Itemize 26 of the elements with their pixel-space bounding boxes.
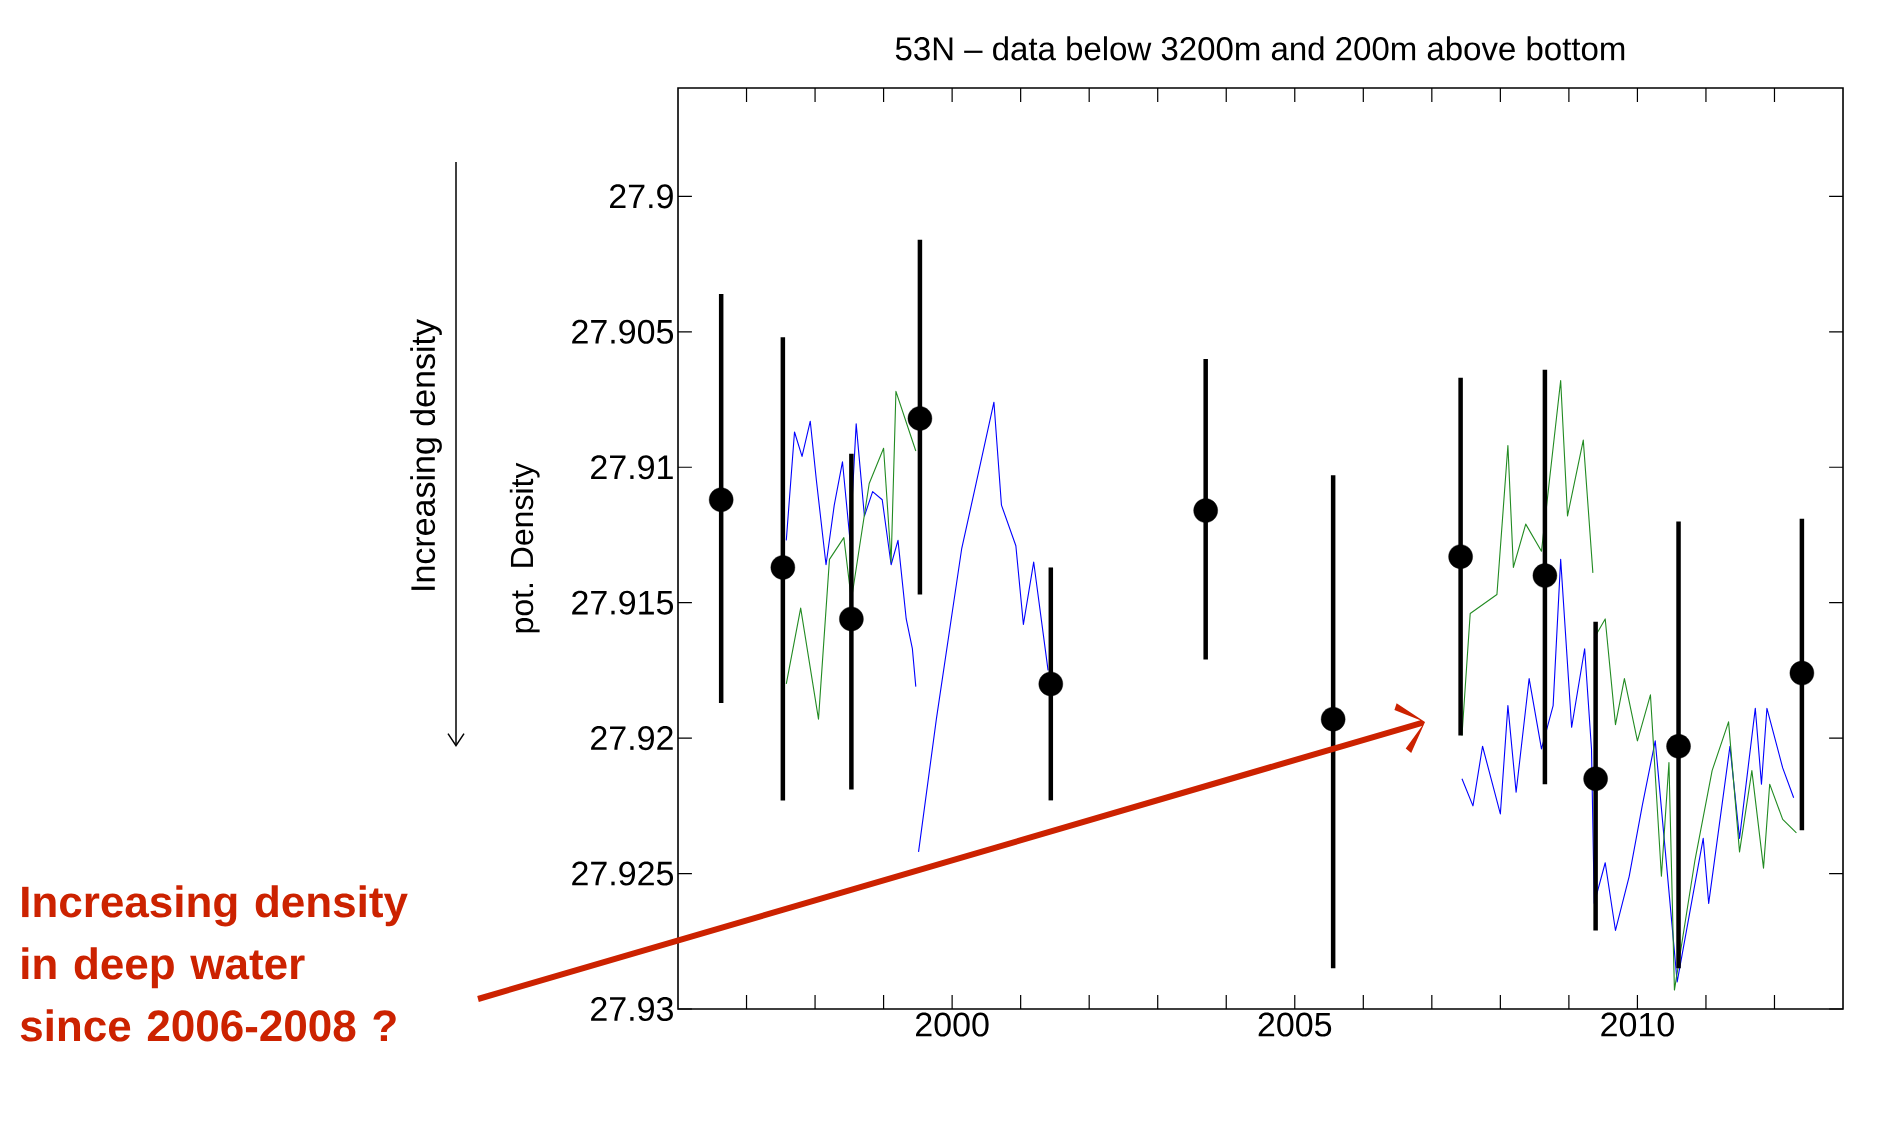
text: Increasing density in deep water since 2006-2008 ? — [20, 885, 408, 1042]
y-tick-label: 27.92 — [591, 726, 673, 751]
y-tick-label: 27.9 — [610, 184, 673, 209]
y-axis-title: pot. Density — [509, 462, 540, 633]
point — [1666, 734, 1691, 759]
point — [1583, 766, 1608, 791]
point — [1038, 671, 1064, 697]
point — [839, 606, 864, 632]
chart-title: 53N – data below 3200m and 200m above bottom — [895, 36, 1625, 61]
point — [1320, 706, 1346, 732]
point — [1448, 544, 1473, 569]
point — [1532, 563, 1558, 588]
point — [1789, 660, 1815, 686]
y-tick-label: 27.91 — [591, 455, 673, 480]
y-tick-label: 27.905 — [572, 319, 674, 344]
point — [770, 555, 796, 580]
point — [1193, 498, 1218, 523]
x-tick-label: 2005 — [1258, 1012, 1332, 1037]
y-tick-label: 27.925 — [572, 861, 674, 886]
point — [708, 487, 734, 512]
point — [907, 406, 933, 431]
y-tick-label: 27.915 — [572, 590, 674, 615]
y-tick-label: 27.93 — [591, 996, 673, 1022]
x-tick-label: 2000 — [916, 1012, 989, 1037]
x-tick-label: 2010 — [1601, 1012, 1674, 1037]
text: Increasing density — [410, 319, 442, 590]
